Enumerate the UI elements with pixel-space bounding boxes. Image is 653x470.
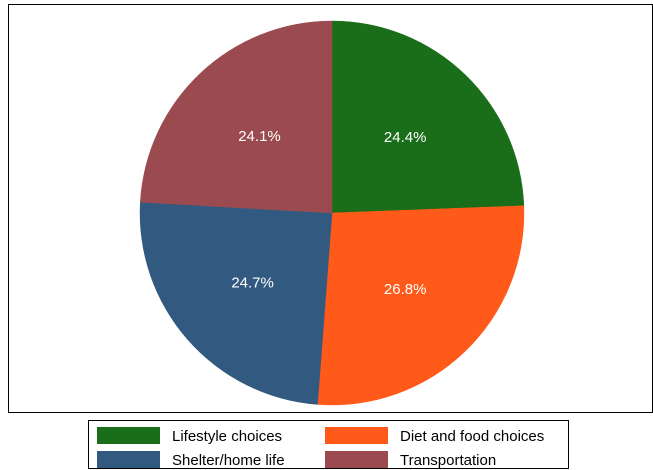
legend-label-2: Diet and food choices	[400, 428, 544, 445]
pie-slice-2	[317, 205, 525, 406]
pie-slice-labels: 24.4% 26.8% 24.7% 24.1%	[231, 128, 426, 298]
slice-label-4: 24.1%	[238, 128, 281, 145]
slice-label-3: 24.7%	[231, 275, 274, 292]
legend: Lifestyle choices Diet and food choices Sh…	[88, 420, 569, 469]
legend-label-1: Lifestyle choices	[172, 428, 282, 445]
legend-swatch-1	[97, 427, 160, 444]
slice-label-2: 26.8%	[384, 281, 427, 298]
pie-slice-3	[139, 201, 333, 405]
legend-swatch-4	[325, 451, 388, 468]
pie-slices	[139, 20, 525, 406]
slice-label-1: 24.4%	[384, 129, 427, 146]
legend-label-3: Shelter/home life	[172, 452, 285, 469]
pie-slice-4	[140, 20, 333, 214]
pie-slice-1	[331, 20, 525, 214]
legend-swatch-2	[325, 427, 388, 444]
legend-label-4: Transportation	[400, 452, 496, 469]
legend-swatch-3	[97, 451, 160, 468]
